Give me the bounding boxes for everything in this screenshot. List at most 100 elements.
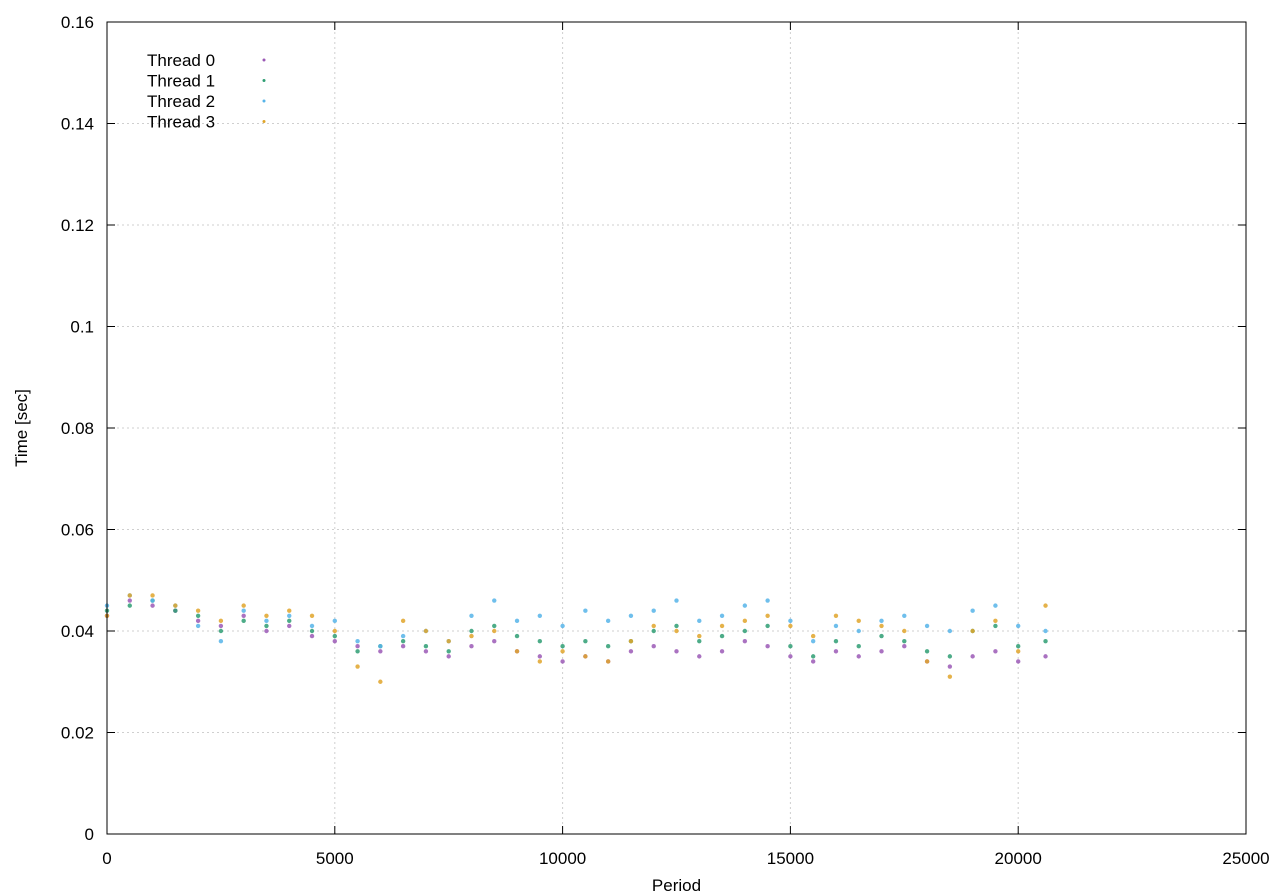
data-point xyxy=(1043,654,1048,659)
data-point xyxy=(537,613,543,618)
data-point xyxy=(378,644,383,649)
legend-marker xyxy=(262,58,266,62)
data-points xyxy=(104,593,1048,684)
data-point xyxy=(423,628,429,634)
data-point xyxy=(947,654,953,659)
data-point xyxy=(719,649,725,654)
data-point xyxy=(560,649,565,654)
data-point xyxy=(287,613,292,618)
y-tick-labels: 0 0.02 0.04 0.06 0.08 0.1 0.12 0.14 0.16 xyxy=(61,13,94,844)
data-point xyxy=(628,649,634,654)
data-point xyxy=(651,608,656,613)
data-point xyxy=(309,633,315,639)
data-point xyxy=(628,613,634,618)
data-point xyxy=(879,623,884,629)
data-point xyxy=(332,628,337,634)
data-point xyxy=(378,649,383,654)
data-point xyxy=(810,633,816,639)
y-tick-label: 0.12 xyxy=(61,216,94,235)
data-point xyxy=(697,654,702,659)
data-point xyxy=(469,633,474,639)
data-point xyxy=(195,618,201,624)
data-point xyxy=(218,628,224,634)
data-point xyxy=(195,623,201,629)
axis-ticks xyxy=(106,21,1247,835)
data-point xyxy=(651,623,656,629)
data-point xyxy=(742,638,748,644)
series-1 xyxy=(104,598,1048,659)
data-point xyxy=(1043,628,1048,634)
data-point xyxy=(810,659,816,664)
grid-lines xyxy=(107,22,1246,834)
data-point xyxy=(127,593,132,598)
data-point xyxy=(651,644,656,649)
data-point xyxy=(1043,603,1048,608)
data-point xyxy=(856,628,861,634)
data-point xyxy=(742,603,748,608)
legend-label: Thread 2 xyxy=(147,92,215,111)
legend-marker xyxy=(262,99,266,103)
data-point xyxy=(264,628,269,634)
data-point xyxy=(514,618,520,624)
data-point xyxy=(287,618,292,624)
data-point xyxy=(332,638,337,644)
data-point xyxy=(742,618,748,624)
data-point xyxy=(765,598,770,603)
series-2 xyxy=(104,593,1048,649)
data-point xyxy=(970,608,975,613)
y-tick-label: 0.16 xyxy=(61,13,94,32)
data-point xyxy=(309,613,315,618)
x-tick-label: 15000 xyxy=(767,849,814,868)
data-point xyxy=(355,664,360,669)
data-point xyxy=(332,633,337,639)
data-point xyxy=(264,623,269,629)
data-point xyxy=(788,618,793,624)
data-point xyxy=(651,628,656,634)
data-point xyxy=(469,613,474,618)
data-point xyxy=(833,613,839,618)
data-point xyxy=(355,638,360,644)
data-point xyxy=(469,644,474,649)
data-point xyxy=(719,633,725,639)
data-point xyxy=(446,638,451,644)
data-point xyxy=(674,623,679,629)
data-point xyxy=(765,623,770,629)
data-point xyxy=(355,644,360,649)
data-point xyxy=(287,608,292,613)
legend-marker xyxy=(262,120,266,123)
data-point xyxy=(309,623,315,629)
data-point xyxy=(1043,638,1048,644)
data-point xyxy=(400,633,406,639)
series-0 xyxy=(104,598,1048,669)
data-point xyxy=(537,638,543,644)
data-point xyxy=(287,623,292,629)
data-point xyxy=(879,649,884,654)
data-point xyxy=(264,618,269,624)
data-point xyxy=(924,623,930,629)
data-point xyxy=(788,644,793,649)
data-point xyxy=(469,628,474,634)
y-tick-label: 0.02 xyxy=(61,724,94,743)
data-point xyxy=(583,608,588,613)
data-point xyxy=(514,633,520,639)
data-point xyxy=(264,613,269,618)
y-tick-label: 0.14 xyxy=(61,115,94,134)
data-point xyxy=(400,618,406,624)
data-point xyxy=(697,618,702,624)
data-point xyxy=(514,649,520,654)
data-point xyxy=(218,638,224,644)
data-point xyxy=(218,618,224,624)
data-point xyxy=(674,598,679,603)
data-point xyxy=(150,593,155,598)
data-point xyxy=(970,628,975,634)
data-point xyxy=(400,644,406,649)
data-point xyxy=(423,649,429,654)
data-point xyxy=(697,633,702,639)
data-point xyxy=(492,628,497,634)
data-point xyxy=(583,638,588,644)
data-point xyxy=(150,603,155,608)
data-point xyxy=(605,618,611,624)
data-point xyxy=(127,603,132,608)
x-tick-labels: 0 5000 10000 15000 20000 25000 xyxy=(102,849,1269,868)
